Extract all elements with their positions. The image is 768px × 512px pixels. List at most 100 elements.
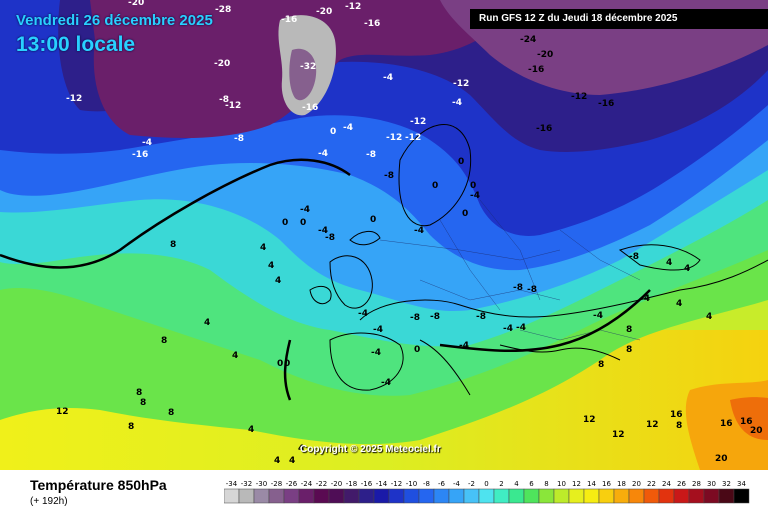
scale-label: -10 <box>406 480 417 488</box>
isotherm-label: -8 <box>384 171 394 181</box>
isotherm-label: 0 <box>414 345 420 355</box>
isotherm-label: -28 <box>215 5 231 15</box>
scale-swatch <box>688 488 705 504</box>
isotherm-label: -16 <box>302 103 318 113</box>
scale-swatch <box>313 488 330 504</box>
map-canvas: -20-28-16-20 -12-16-32-20-24-20-16-12-16-… <box>0 0 768 470</box>
scale-swatch <box>328 488 345 504</box>
scale-label: 32 <box>722 480 731 488</box>
scale-label: 24 <box>662 480 671 488</box>
scale-swatch <box>358 488 375 504</box>
scale-label: -20 <box>331 480 342 488</box>
isotherm-label: -8 <box>219 95 229 105</box>
isotherm-label: -4 <box>459 341 469 351</box>
scale-swatch <box>598 488 615 504</box>
isotherm-label: -8 <box>234 134 244 144</box>
isotherm-label: 4 <box>204 318 210 328</box>
scale-swatch <box>508 488 525 504</box>
scale-swatch <box>238 488 255 504</box>
scale-label: -18 <box>346 480 357 488</box>
isotherm-label: 8 <box>598 360 604 370</box>
isotherm-label: -4 <box>640 294 650 304</box>
isotherm-label: -4 <box>318 149 328 159</box>
coldest-core <box>289 48 317 101</box>
scale-swatch <box>703 488 720 504</box>
scale-label: -34 <box>226 480 238 488</box>
isotherm-label: -20 <box>128 0 144 8</box>
scale-swatch <box>493 488 510 504</box>
scale-label: -12 <box>391 480 402 488</box>
scale-swatch <box>373 488 390 504</box>
isotherm-label: -8 <box>629 252 639 262</box>
forecast-range: (+ 192h) <box>30 496 68 507</box>
isotherm-label: -12 <box>453 79 469 89</box>
isotherm-label: -8 <box>410 313 420 323</box>
scale-swatch <box>478 488 495 504</box>
isotherm-label: -20 <box>316 7 332 17</box>
deep-orange-zone <box>730 397 768 440</box>
isotherm-label: 4 <box>268 261 274 271</box>
color-scale: -34 -32 -30 -28 -26 -24 -22 -20 -18 -16 -14 -12 -10-… <box>224 480 750 504</box>
isotherm-label: 12 <box>646 420 659 430</box>
scale-label: -4 <box>453 480 461 488</box>
scale-swatch <box>583 488 600 504</box>
scale-label: 4 <box>514 480 519 488</box>
scale-swatch <box>448 488 465 504</box>
isotherm-label: -8 <box>430 312 440 322</box>
scale-label: -26 <box>286 480 298 488</box>
isotherm-label: 4 <box>706 312 712 322</box>
scale-swatch <box>268 488 285 504</box>
isotherm-label: 12 <box>56 407 69 417</box>
scale-label: -22 <box>316 480 327 488</box>
isotherm-label: 8 <box>626 345 632 355</box>
isotherm-label: 0 <box>282 218 288 228</box>
isotherm-label: -16 <box>598 99 614 109</box>
isotherm-label: 4 <box>248 425 254 435</box>
scale-label: 20 <box>632 480 641 488</box>
isotherm-label: 8 <box>626 325 632 335</box>
scale-label: 0 <box>484 480 488 488</box>
freezing-isoline <box>0 158 651 401</box>
isotherm-label: -4 <box>142 138 152 148</box>
scale-swatch <box>433 488 450 504</box>
isotherm-label: 8 <box>676 421 682 431</box>
isotherm-label: -20 <box>214 59 230 69</box>
scale-label: 10 <box>557 480 566 488</box>
isotherm-label: -12 <box>410 117 426 127</box>
scale-label: -6 <box>438 480 446 488</box>
scale-label: 2 <box>499 480 503 488</box>
isotherm-label: -12 <box>345 2 361 12</box>
isotherm-label: 20 <box>750 426 763 436</box>
isotherm-label: -12 <box>66 94 82 104</box>
isotherm-label: -4 <box>358 309 368 319</box>
scale-swatch <box>523 488 540 504</box>
isotherm-label: -4 <box>452 98 462 108</box>
scale-label: -30 <box>256 480 267 488</box>
isotherm-label: -4 <box>516 323 526 333</box>
isotherm-label: -12 <box>571 92 587 102</box>
isotherm-label: -8 <box>366 150 376 160</box>
isotherm-label: -16 <box>536 124 552 134</box>
forecast-time: 13:00 locale <box>16 33 136 56</box>
isotherm-label: -4 <box>503 324 513 334</box>
isotherm-label: 8 <box>128 422 134 432</box>
isotherm-label: 16 <box>720 419 733 429</box>
isotherm-label: 0 <box>432 181 438 191</box>
isotherm-label: 12 <box>583 415 596 425</box>
isotherm-label: -12 <box>405 133 421 143</box>
model-run: Run GFS 12 Z du Jeudi 18 décembre 2025 <box>470 9 768 29</box>
isotherm-label: 4 <box>684 264 690 274</box>
isotherm-label: -12 <box>386 133 402 143</box>
isotherm-label: -4 <box>414 226 424 236</box>
isotherm-label: -4 <box>300 205 310 215</box>
isotherm-label: -20 <box>537 50 553 60</box>
coastlines <box>309 124 768 396</box>
scale-label: 34 <box>737 480 746 488</box>
isotherm-label: -16 <box>364 19 380 29</box>
scale-swatch <box>388 488 405 504</box>
scale-label: 22 <box>647 480 656 488</box>
scale-label: -28 <box>271 480 282 488</box>
temperature-map: -20 -28 -16 -20 -12 -16 -32 -20 -24 -20 -16 -12 -16-… <box>0 0 768 470</box>
isotherm-label: 4 <box>232 351 238 361</box>
isotherm-label: 16 <box>670 410 683 420</box>
